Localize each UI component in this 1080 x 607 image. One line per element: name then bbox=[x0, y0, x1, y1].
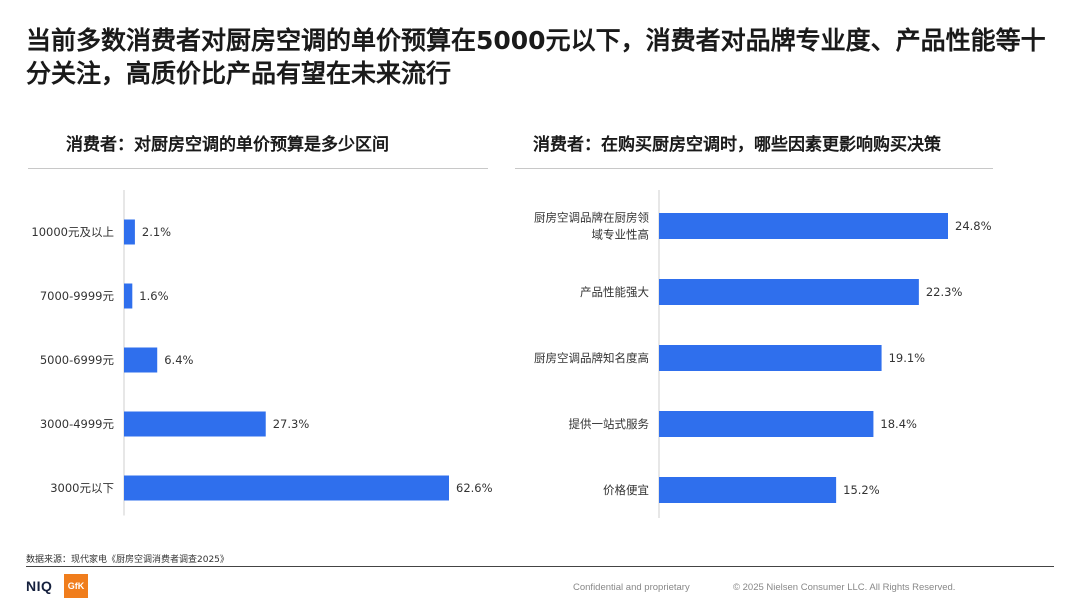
bar-2 bbox=[124, 347, 158, 373]
bar-3 bbox=[659, 411, 874, 437]
category-label-1: 产品性能强大 bbox=[580, 285, 649, 299]
left-chart-title: 消费者：对厨房空调的单价预算是多少区间 bbox=[66, 135, 389, 155]
right-chart-title: 消费者：在购买厨房空调时，哪些因素更影响购买决策 bbox=[533, 135, 941, 155]
value-label-4: 62.6% bbox=[456, 481, 493, 495]
bar-1 bbox=[659, 279, 919, 305]
category-label-4: 价格便宜 bbox=[603, 483, 649, 497]
category-label-1: 7000-9999元 bbox=[40, 289, 115, 303]
value-label-2: 6.4% bbox=[164, 353, 193, 367]
bar-3 bbox=[124, 411, 266, 437]
confidential-note: Confidential and proprietary bbox=[573, 582, 690, 593]
bar-4 bbox=[124, 475, 449, 501]
bar-1 bbox=[124, 283, 133, 309]
left-chart-divider bbox=[28, 168, 488, 169]
value-label-3: 27.3% bbox=[273, 417, 310, 431]
category-label-0-line-1: 域专业性高 bbox=[592, 228, 650, 242]
category-label-2: 厨房空调品牌知名度高 bbox=[534, 351, 649, 365]
bar-4 bbox=[659, 477, 837, 503]
category-label-0-line-0: 厨房空调品牌在厨房领 bbox=[534, 211, 649, 225]
value-label-1: 22.3% bbox=[926, 285, 963, 299]
right-chart-divider bbox=[515, 168, 993, 169]
page-title: 当前多数消费者对厨房空调的单价预算在5000元以下，消费者对品牌专业度、产品性能… bbox=[26, 26, 1046, 88]
data-source-note: 数据来源：现代家电《厨房空调消费者调查2025》 bbox=[26, 555, 229, 565]
category-label-4: 3000元以下 bbox=[50, 481, 114, 495]
category-label-3: 提供一站式服务 bbox=[569, 417, 650, 431]
value-label-1: 1.6% bbox=[139, 289, 168, 303]
category-label-0: 10000元及以上 bbox=[31, 225, 114, 239]
value-label-0: 24.8% bbox=[955, 219, 992, 233]
budget-range-bar-chart: 2.1% 10000元及以上 1.6% 7000-9999元 6.4% 5000-6999… bbox=[31, 190, 493, 516]
bar-0 bbox=[659, 213, 948, 239]
bar-0 bbox=[124, 219, 135, 245]
value-label-2: 19.1% bbox=[889, 351, 926, 365]
gfk-logo: GfK bbox=[64, 574, 88, 598]
copyright-note: © 2025 Nielsen Consumer LLC. All Rights … bbox=[733, 582, 956, 593]
value-label-4: 15.2% bbox=[843, 483, 880, 497]
footer-divider bbox=[26, 566, 1054, 567]
category-label-2: 5000-6999元 bbox=[40, 353, 115, 367]
bar-2 bbox=[659, 345, 882, 371]
value-label-0: 2.1% bbox=[142, 225, 171, 239]
category-label-3: 3000-4999元 bbox=[40, 417, 115, 431]
value-label-3: 18.4% bbox=[880, 417, 917, 431]
niq-logo: NIQ bbox=[26, 578, 53, 594]
